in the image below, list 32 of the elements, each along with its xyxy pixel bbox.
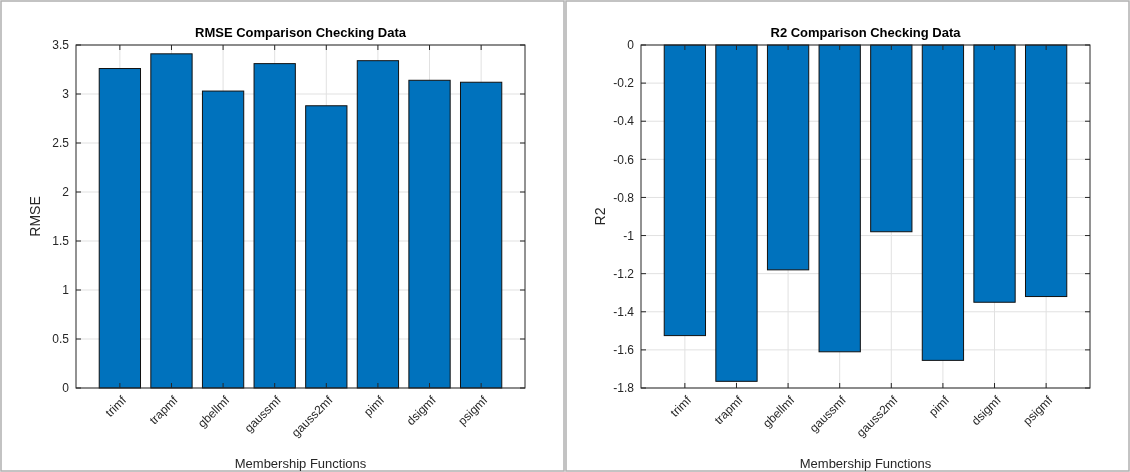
bar xyxy=(356,60,400,389)
bar xyxy=(408,79,451,389)
y-tick-label: 3 xyxy=(62,87,70,102)
chart-title: R2 Comparison Checking Data xyxy=(770,25,962,40)
y-tick-label: 0 xyxy=(62,381,70,396)
y-tick-label: 3.5 xyxy=(52,38,70,53)
y-tick-label: 0.5 xyxy=(52,332,70,347)
y-tick-label: -1.6 xyxy=(613,343,635,358)
y-axis-title: R2 xyxy=(592,207,608,226)
bar xyxy=(98,68,142,389)
x-axis-title: Membership Functions xyxy=(234,456,367,471)
y-tick-label: -0.8 xyxy=(613,190,635,205)
y-tick-label: -0.2 xyxy=(613,76,635,91)
y-axis-title: RMSE xyxy=(27,196,43,237)
bar xyxy=(459,81,503,389)
y-tick-label: 2.5 xyxy=(52,136,70,151)
bar xyxy=(150,53,193,389)
y-tick-label: -1.4 xyxy=(613,304,635,319)
bar xyxy=(253,63,296,389)
bar xyxy=(201,90,245,389)
y-tick-label: -0.6 xyxy=(613,152,635,167)
y-tick-label: -0.4 xyxy=(613,114,635,129)
x-axis-title: Membership Functions xyxy=(799,456,932,471)
y-tick-label: -1.2 xyxy=(613,266,635,281)
y-tick-label: 1.5 xyxy=(52,234,70,249)
y-tick-label: -1 xyxy=(623,228,635,243)
chart-title: RMSE Comparison Checking Data xyxy=(195,25,407,40)
bar xyxy=(305,105,348,389)
y-tick-label: 0 xyxy=(627,38,635,53)
y-tick-label: 2 xyxy=(62,185,70,200)
y-tick-label: 1 xyxy=(62,283,70,298)
y-tick-label: -1.8 xyxy=(613,381,635,396)
